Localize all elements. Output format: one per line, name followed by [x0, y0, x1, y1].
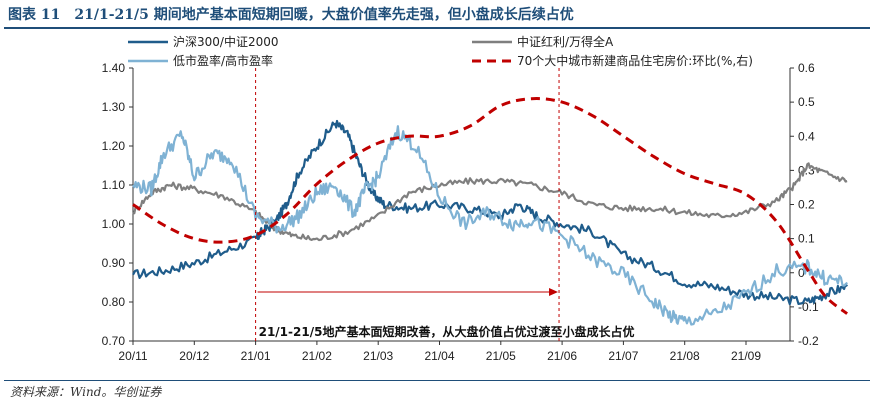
left-axis-tick-label: 1.30 [102, 100, 126, 114]
x-axis-tick-label: 20/12 [179, 349, 209, 363]
x-axis-tick-label: 21/09 [731, 349, 761, 363]
left-axis-tick-label: 1.00 [102, 217, 126, 231]
series-line-2 [132, 125, 848, 326]
right-axis-tick-label: 0 [798, 266, 805, 280]
chart-canvas: 沪深300/中证2000 中证红利/万得全A 低市盈率/高市盈率 70个大中城市… [102, 34, 849, 363]
right-axis-tick-label: -0.1 [798, 300, 819, 314]
legend-label-low-pe-high-pe: 低市盈率/高市盈率 [173, 53, 273, 68]
footer-divider [4, 380, 870, 381]
left-axis-tick-label: 1.20 [102, 139, 126, 153]
series-lines [132, 97, 849, 326]
period-arrow-head [549, 288, 559, 296]
right-axis-tick-label: -0.2 [798, 334, 819, 348]
right-axis-tick-label: 0.6 [798, 61, 815, 75]
left-axis-tick-label: 0.80 [102, 295, 126, 309]
legend: 沪深300/中证2000 中证红利/万得全A 低市盈率/高市盈率 70个大中城市… [128, 34, 753, 68]
left-axis-tick-label: 0.70 [102, 334, 126, 348]
right-axis-tick-label: 0.2 [798, 198, 815, 212]
x-axis-tick-label: 21/07 [608, 349, 638, 363]
axes: 0.70 0.80 0.90 1.00 1.10 1.20 1.30 1.40 -0.2 -0.1… [102, 61, 819, 363]
x-axis-tick-label: 21/04 [424, 349, 454, 363]
source-note: 资料来源：Wind。华创证券 [10, 385, 162, 399]
x-axis-tick-label: 20/11 [118, 349, 147, 363]
legend-label-dividend-wind-a: 中证红利/万得全A [517, 34, 614, 49]
x-axis-tick-label: 21/03 [363, 349, 393, 363]
period-annotation: 21/1-21/5地产基本面短期改善，从大盘价值占优过渡至小盘成长占优 [259, 324, 635, 339]
legend-label-house-price-mom: 70个大中城市新建商品住宅房价:环比(%,右) [517, 53, 753, 68]
chart-title: 图表 11 21/1-21/5 期间地产基本面短期回暖，大盘价值率先走强，但小盘… [8, 7, 574, 23]
title-divider [4, 27, 870, 29]
right-axis-tick-label: 0.4 [798, 129, 815, 143]
x-axis-tick-label: 21/05 [486, 349, 516, 363]
right-axis-tick-label: 0.1 [798, 232, 815, 246]
x-axis-tick-label: 21/06 [547, 349, 577, 363]
legend-label-hs300-zz2000: 沪深300/中证2000 [173, 34, 279, 49]
left-axis-tick-label: 0.90 [102, 256, 126, 270]
right-axis-tick-label: 0.5 [798, 95, 815, 109]
x-axis-tick-label: 21/02 [302, 349, 332, 363]
x-axis-tick-label: 21/01 [241, 349, 271, 363]
x-axis-tick-label: 21/08 [670, 349, 700, 363]
left-axis-tick-label: 1.10 [102, 178, 126, 192]
annotations: 21/1-21/5地产基本面短期改善，从大盘价值占优过渡至小盘成长占优 [255, 68, 635, 341]
left-axis-tick-label: 1.40 [102, 61, 126, 75]
